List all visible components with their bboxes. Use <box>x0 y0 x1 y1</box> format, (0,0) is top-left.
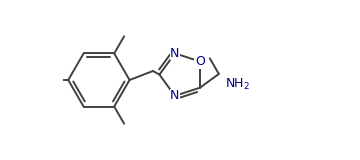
Text: N: N <box>170 47 180 60</box>
Text: N: N <box>170 89 180 102</box>
Text: NH$_2$: NH$_2$ <box>225 76 250 92</box>
Text: O: O <box>195 55 205 68</box>
